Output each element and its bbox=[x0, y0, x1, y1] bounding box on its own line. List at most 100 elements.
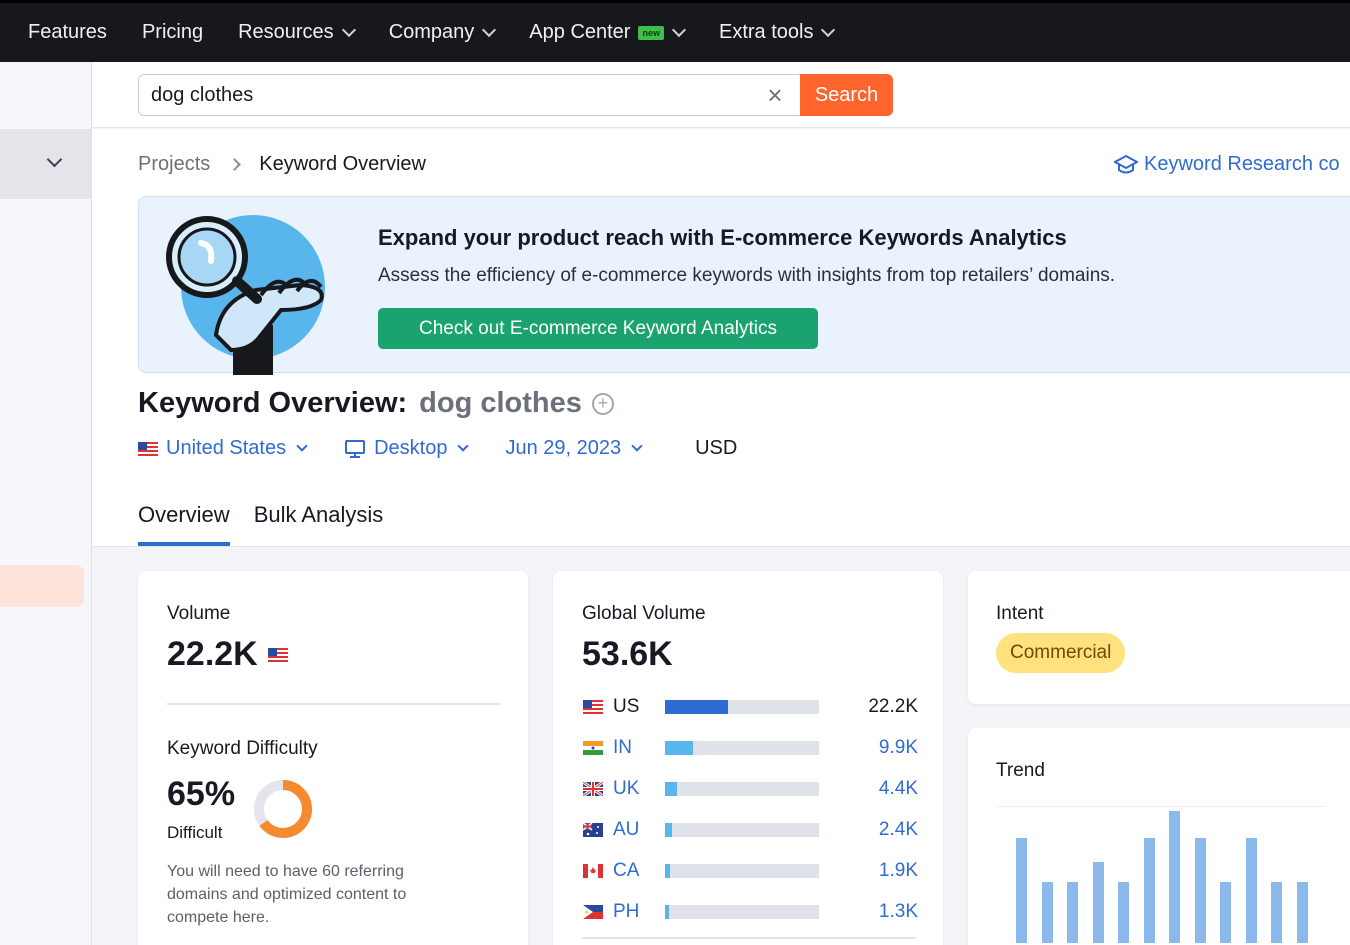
kd-description: You will need to have 60 referring domai… bbox=[167, 863, 407, 926]
us-flag-icon bbox=[138, 441, 158, 456]
trend-bar bbox=[1067, 882, 1078, 943]
intent-badge: Commercial bbox=[996, 633, 1126, 673]
country-code[interactable]: CA bbox=[613, 860, 640, 881]
share-bar-fill bbox=[665, 864, 670, 878]
chevron-down-icon bbox=[457, 440, 470, 452]
trend-bar bbox=[1041, 882, 1053, 943]
device-selector[interactable]: Desktop bbox=[344, 437, 470, 460]
nav-app-center[interactable]: App Center new bbox=[529, 21, 687, 44]
trend-bar bbox=[1271, 882, 1282, 943]
volume-label: Volume bbox=[167, 603, 231, 624]
sidebar bbox=[0, 62, 92, 945]
us-flag-icon bbox=[267, 647, 288, 662]
divider bbox=[167, 703, 501, 705]
nav-label: Company bbox=[388, 21, 475, 43]
volume-card: Volume 22.2K Keyword Difficulty 65% Diff… bbox=[138, 571, 528, 945]
country-volume: 1.3K bbox=[878, 901, 918, 922]
search-input[interactable]: dog clothes bbox=[138, 74, 800, 116]
device-label: Desktop bbox=[374, 437, 448, 459]
breadcrumb-projects[interactable]: Projects bbox=[138, 153, 211, 175]
global-volume-label: Global Volume bbox=[582, 603, 706, 624]
chevron-down-icon bbox=[821, 22, 836, 37]
nav-pricing[interactable]: Pricing bbox=[142, 21, 203, 44]
share-bar bbox=[665, 823, 819, 837]
trend-bar bbox=[1016, 838, 1027, 943]
tab-bulk-analysis[interactable]: Bulk Analysis bbox=[253, 502, 384, 527]
tab-bar: Overview Bulk Analysis bbox=[138, 502, 407, 546]
country-row-ca[interactable]: CA 1.9K bbox=[583, 859, 918, 883]
divider bbox=[582, 937, 916, 939]
chevron-down-icon bbox=[296, 440, 308, 452]
top-navigation: Features Pricing Resources Company App C… bbox=[0, 0, 1350, 62]
country-volume: 4.4K bbox=[878, 778, 918, 799]
trend-bar bbox=[1296, 882, 1308, 943]
share-bar-fill bbox=[665, 782, 677, 796]
country-code[interactable]: UK bbox=[613, 778, 640, 799]
country-code[interactable]: PH bbox=[613, 901, 640, 922]
share-bar-fill bbox=[665, 905, 669, 919]
country-volume: 22.2K bbox=[868, 696, 918, 717]
chevron-down-icon bbox=[46, 151, 63, 168]
country-row-ph[interactable]: PH 1.3K bbox=[583, 900, 918, 924]
breadcrumb-current: Keyword Overview bbox=[259, 153, 426, 175]
share-bar bbox=[665, 700, 819, 714]
add-to-list-icon[interactable]: + bbox=[591, 392, 614, 415]
global-volume-card: Global Volume 53.6K US 22.2K IN bbox=[553, 571, 943, 945]
trend-label: Trend bbox=[996, 760, 1045, 781]
country-row-uk[interactable]: UK 4.4K bbox=[583, 777, 918, 801]
nav-company[interactable]: Company bbox=[388, 21, 497, 44]
country-volume: 1.9K bbox=[878, 860, 918, 881]
magnifier-illustration-icon bbox=[166, 215, 325, 375]
tab-overview[interactable]: Overview bbox=[138, 502, 230, 546]
trend-bar bbox=[1245, 838, 1257, 943]
trend-card: Trend bbox=[968, 728, 1350, 945]
kd-label: Keyword Difficulty bbox=[167, 738, 318, 759]
widgets-area: Volume 22.2K Keyword Difficulty 65% Diff… bbox=[92, 547, 1350, 945]
country-label: United States bbox=[166, 437, 287, 459]
australia-flag-icon bbox=[583, 823, 603, 837]
nav-features[interactable]: Features bbox=[28, 21, 107, 44]
trend-bar bbox=[1169, 811, 1180, 943]
country-volume: 9.9K bbox=[878, 737, 918, 758]
share-bar-fill bbox=[665, 700, 728, 714]
page-title-keyword: dog clothes bbox=[419, 387, 582, 419]
nav-resources[interactable]: Resources bbox=[238, 21, 356, 44]
ecommerce-analytics-button[interactable]: Check out E-commerce Keyword Analytics bbox=[378, 308, 818, 349]
nav-label: Features bbox=[28, 21, 107, 43]
page-title: Keyword Overview: dog clothes + bbox=[138, 387, 614, 420]
help-link-label: Keyword Research co bbox=[1144, 153, 1340, 175]
country-selector[interactable]: United States bbox=[138, 437, 308, 460]
search-bar: dog clothes × Search bbox=[92, 62, 1350, 128]
breadcrumb: Projects Keyword Overview bbox=[138, 153, 426, 176]
country-code[interactable]: AU bbox=[613, 819, 640, 840]
uk-flag-icon bbox=[583, 782, 603, 796]
country-row-au[interactable]: AU 2.4K bbox=[583, 818, 918, 842]
chevron-down-icon bbox=[631, 440, 643, 452]
trend-bar bbox=[1194, 838, 1206, 943]
kd-donut-chart bbox=[254, 780, 312, 838]
sidebar-item-active[interactable] bbox=[0, 565, 84, 607]
sidebar-project-selector[interactable] bbox=[0, 129, 91, 199]
page-title-prefix: Keyword Overview: bbox=[138, 387, 408, 419]
trend-bar bbox=[1118, 882, 1129, 943]
tab-divider bbox=[92, 546, 1350, 547]
keyword-research-course-link[interactable]: Keyword Research co bbox=[1114, 153, 1340, 176]
chevron-down-icon bbox=[482, 22, 497, 37]
search-button[interactable]: Search bbox=[800, 74, 893, 116]
banner-subtitle: Assess the efficiency of e-commerce keyw… bbox=[378, 265, 1116, 286]
date-label: Jun 29, 2023 bbox=[505, 437, 622, 459]
close-icon[interactable]: × bbox=[767, 80, 783, 110]
country-row-us[interactable]: US 22.2K bbox=[583, 695, 918, 719]
promo-banner: Expand your product reach with E-commerc… bbox=[138, 196, 1350, 375]
us-flag-icon bbox=[583, 700, 603, 714]
country-code[interactable]: IN bbox=[613, 737, 632, 758]
nav-extra-tools[interactable]: Extra tools bbox=[719, 21, 836, 44]
country-row-in[interactable]: IN 9.9K bbox=[583, 736, 918, 760]
trend-gridline bbox=[996, 806, 1326, 807]
canada-flag-icon bbox=[583, 864, 603, 878]
trend-bar bbox=[1220, 882, 1231, 943]
date-selector[interactable]: Jun 29, 2023 bbox=[505, 437, 643, 460]
graduation-cap-icon bbox=[1114, 154, 1138, 173]
nav-label: App Center bbox=[529, 21, 631, 43]
country-code: US bbox=[613, 696, 640, 717]
